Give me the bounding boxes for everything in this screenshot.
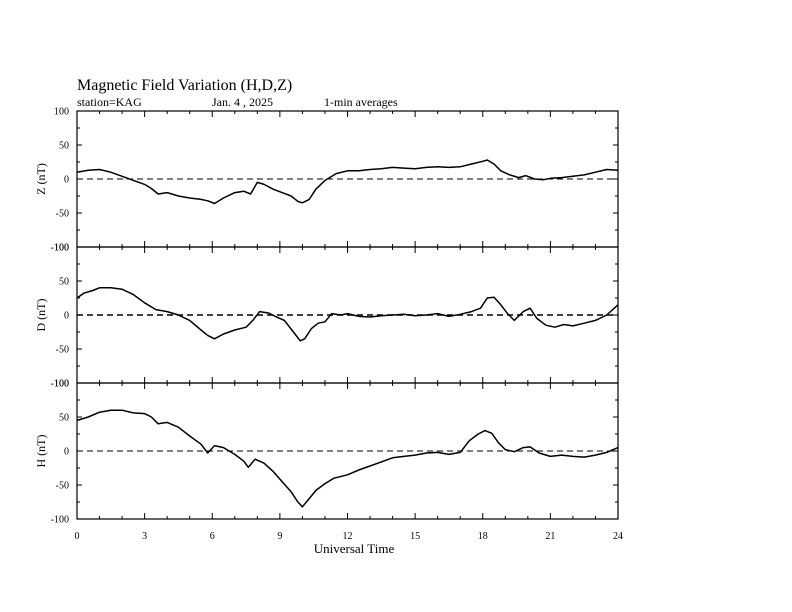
y-tick-label: -50 bbox=[56, 209, 69, 220]
x-tick-label: 18 bbox=[478, 531, 488, 542]
y-axis-label: H (nT) bbox=[34, 435, 48, 468]
y-tick-label: 50 bbox=[59, 413, 69, 424]
x-tick-label: 6 bbox=[210, 531, 215, 542]
panel-z: -100 -50 0 50 100 Z (nT) bbox=[34, 107, 619, 254]
x-tick-label: 24 bbox=[613, 531, 623, 542]
y-tick-label: -100 bbox=[51, 379, 69, 390]
series-line-h bbox=[76, 409, 619, 508]
x-tick-label: 3 bbox=[142, 531, 147, 542]
y-tick-label: -100 bbox=[51, 515, 69, 526]
subtitle-date: Jan. 4 , 2025 bbox=[212, 95, 273, 109]
series-line-z bbox=[76, 159, 619, 205]
y-tick-label: 0 bbox=[64, 311, 69, 322]
x-tick-label: 15 bbox=[410, 531, 420, 542]
y-tick-label: 0 bbox=[64, 175, 69, 186]
y-axis-label: Z (nT) bbox=[34, 163, 48, 195]
panel-d: -100 -50 0 50 100 D (nT) bbox=[34, 243, 619, 390]
y-tick-label: -50 bbox=[56, 481, 69, 492]
x-tick-label: 12 bbox=[343, 531, 353, 542]
x-axis-label: Universal Time bbox=[314, 541, 395, 556]
subtitle-averaging: 1-min averages bbox=[324, 95, 398, 109]
y-tick-label: 100 bbox=[54, 243, 69, 254]
y-axis-label: D (nT) bbox=[34, 299, 48, 332]
y-tick-label: -50 bbox=[56, 345, 69, 356]
x-tick-label: 9 bbox=[277, 531, 282, 542]
y-tick-label: 50 bbox=[59, 141, 69, 152]
panel-h: -100 -50 0 50 100 H (nT) bbox=[34, 379, 619, 526]
y-tick-label: -100 bbox=[51, 243, 69, 254]
x-tick-label: 21 bbox=[545, 531, 555, 542]
chart-title: Magnetic Field Variation (H,D,Z) bbox=[77, 77, 292, 94]
y-tick-label: 100 bbox=[54, 107, 69, 118]
y-tick-label: 0 bbox=[64, 447, 69, 458]
subtitle-station: station=KAG bbox=[77, 95, 142, 109]
x-tick-label: 0 bbox=[75, 531, 80, 542]
series-line-d bbox=[76, 287, 619, 342]
y-tick-label: 50 bbox=[59, 277, 69, 288]
y-tick-label: 100 bbox=[54, 379, 69, 390]
